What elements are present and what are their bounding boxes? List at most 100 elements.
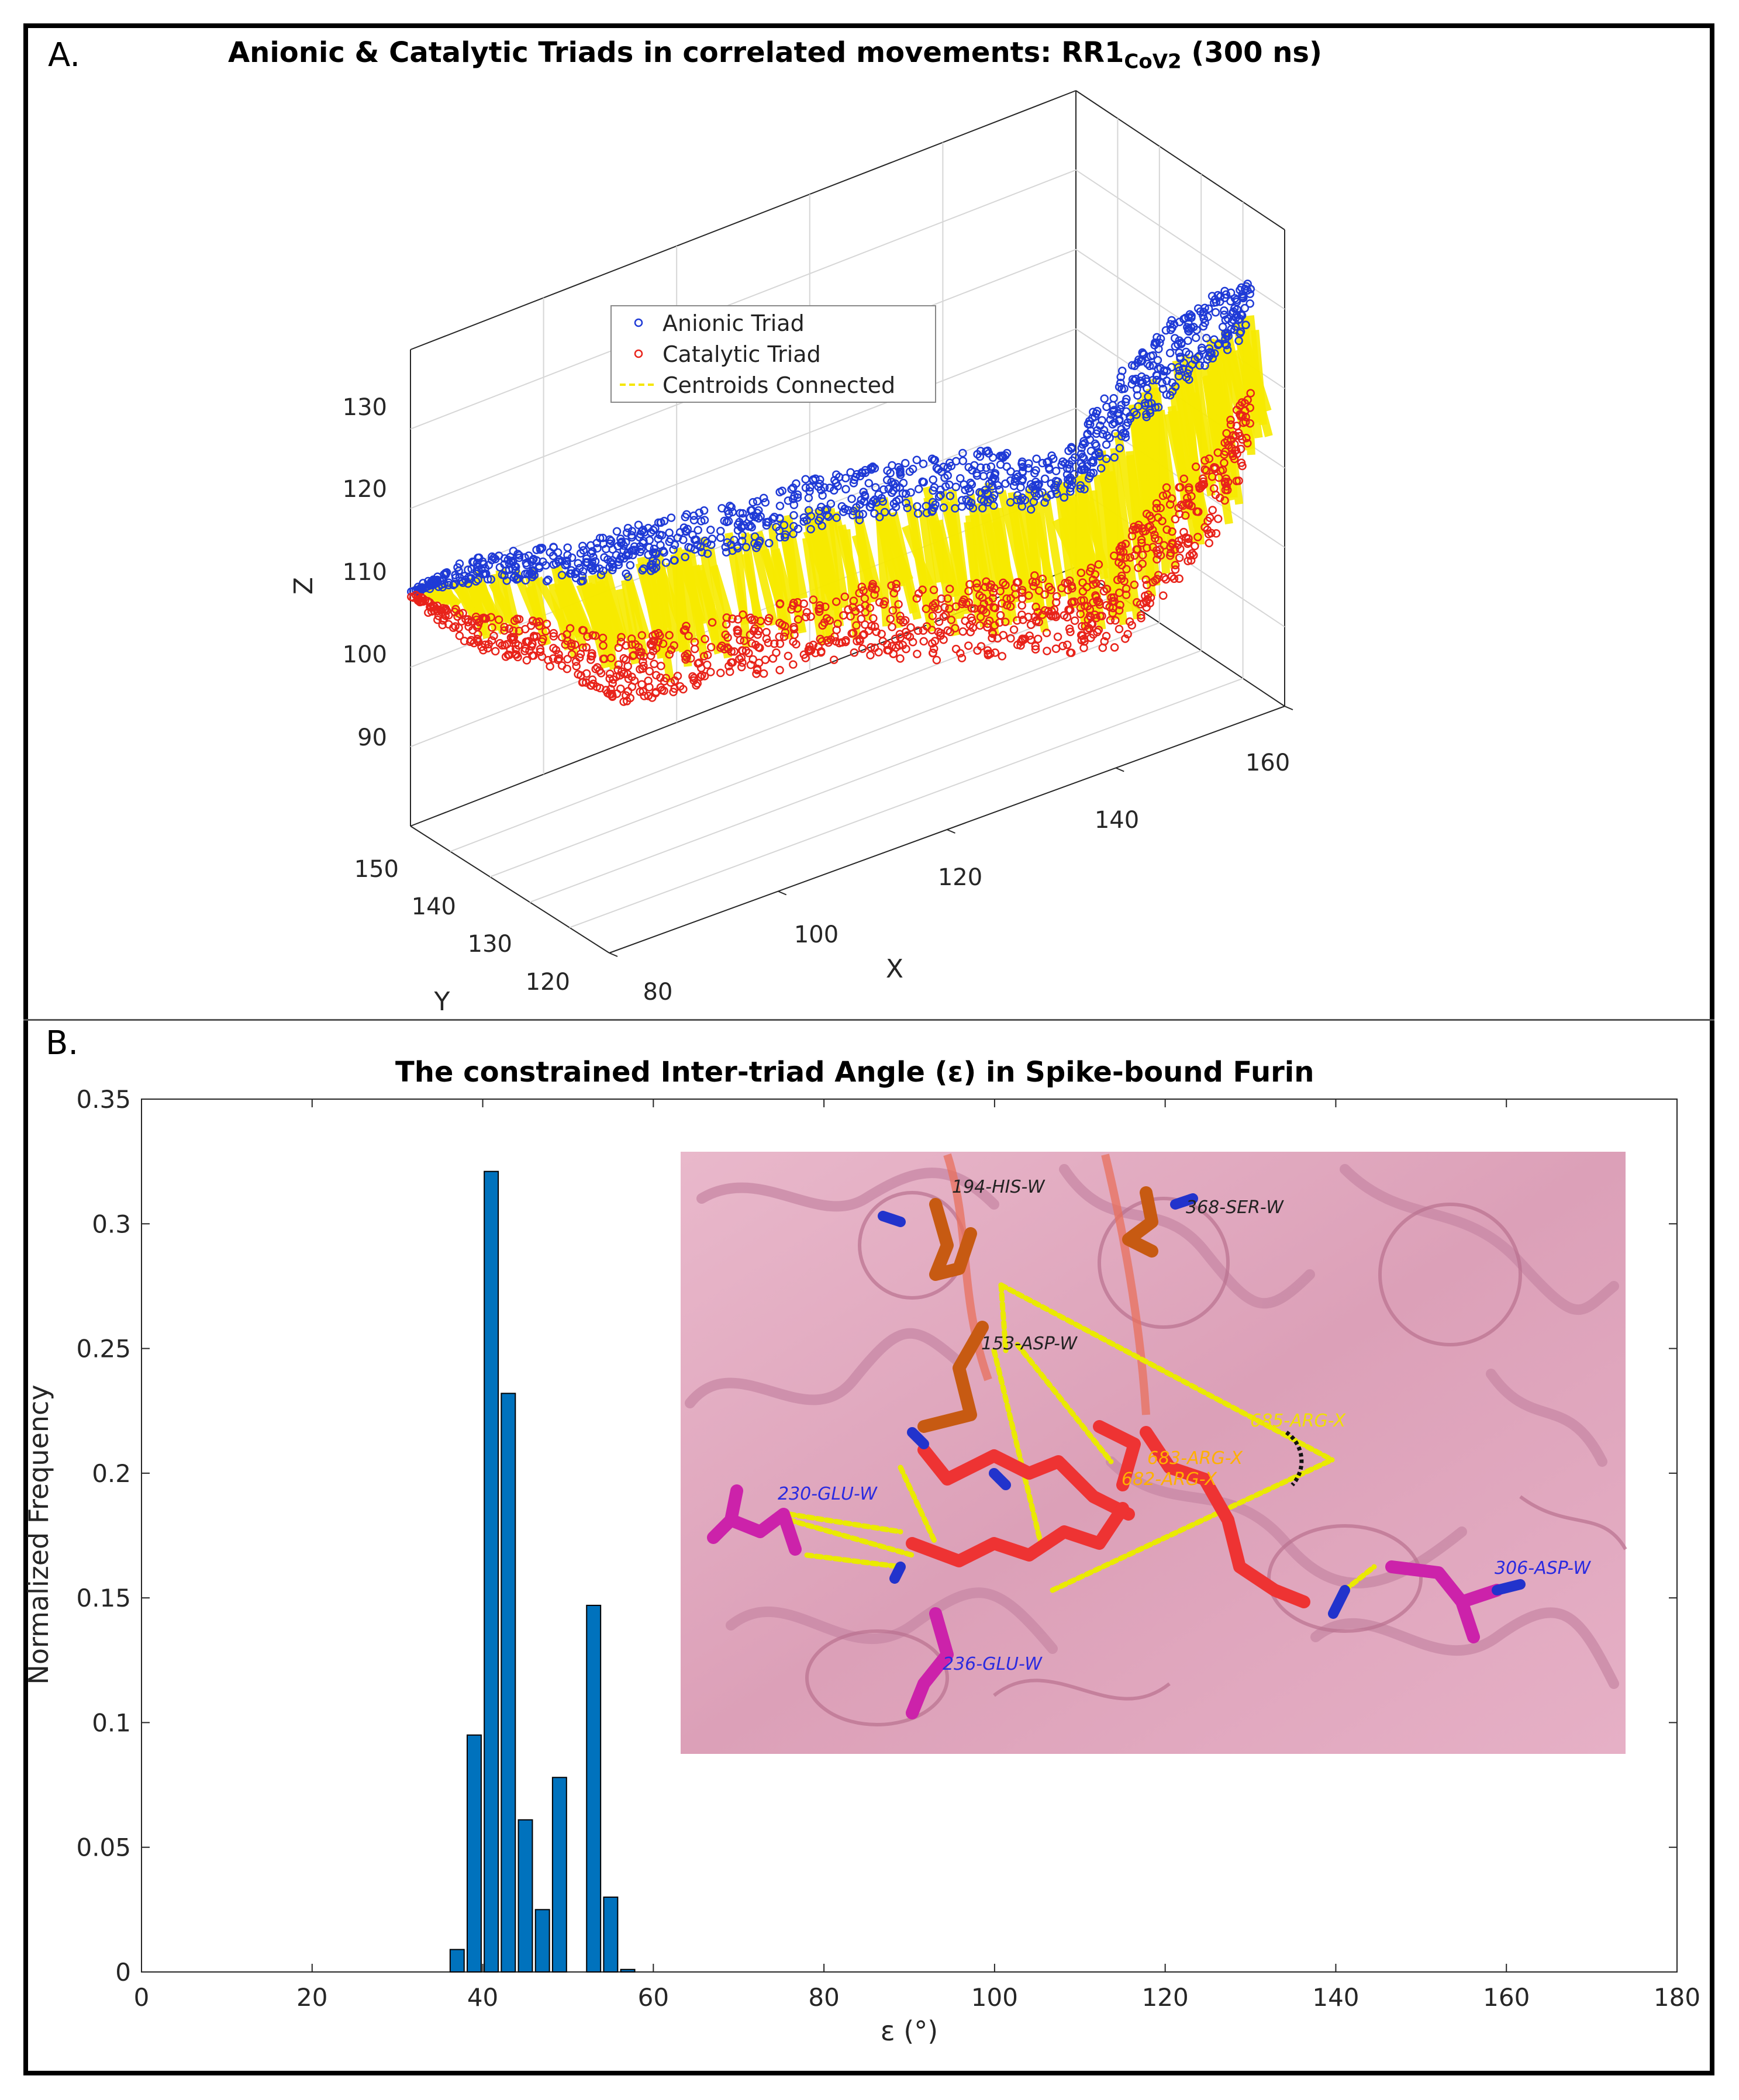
x-tick-label-b: 60 [638,1983,669,2012]
catalytic-point [1047,612,1056,620]
catalytic-point [1123,630,1132,638]
anionic-point [654,534,663,543]
catalytic-point [606,654,616,662]
anionic-point [660,548,668,557]
anionic-point [784,496,793,505]
anionic-point [982,463,991,472]
catalytic-point [964,598,973,607]
catalytic-point [1076,568,1086,578]
catalytic-point [958,597,967,606]
catalytic-point [866,651,875,659]
anionic-point [1184,365,1193,374]
catalytic-point [1137,538,1146,547]
catalytic-point [1063,640,1072,650]
anionic-point [1213,291,1223,300]
anionic-point [588,558,596,567]
catalytic-point [1159,591,1168,600]
anionic-point [886,469,895,478]
catalytic-point [670,684,679,693]
catalytic-point [658,639,668,648]
catalytic-point [605,674,614,683]
catalytic-point [1117,561,1126,569]
anionic-point [617,552,626,561]
catalytic-point [1094,560,1103,569]
anionic-point [975,452,985,461]
catalytic-point [1171,565,1180,574]
catalytic-point [989,603,998,612]
catalytic-point [1065,624,1074,633]
catalytic-point [407,592,416,602]
anionic-point [1069,469,1079,479]
anionic-point [1184,313,1193,322]
centroid-line [1106,471,1126,552]
catalytic-point [875,598,884,607]
anionic-point [832,513,841,522]
catalytic-point [1162,483,1171,492]
catalytic-point [840,592,850,602]
catalytic-point [1192,462,1200,471]
panel-b-letter: B. [46,1024,79,1062]
anionic-point [1143,360,1152,368]
anionic-point [1184,336,1192,346]
centroid-line [495,569,514,624]
anionic-point [1202,333,1211,343]
catalytic-point [1184,538,1193,547]
centroid-line [709,564,734,621]
catalytic-point [946,627,955,637]
x-tick-mark [947,829,955,834]
catalytic-point [491,647,500,656]
catalytic-point [1141,575,1150,584]
anionic-point [887,478,896,486]
catalytic-point [626,693,635,703]
anionic-point [1167,362,1176,372]
anionic-point [578,572,587,581]
anionic-point [1096,464,1106,473]
catalytic-point [874,648,883,657]
catalytic-point [764,614,774,623]
anionic-point [707,540,716,550]
histogram-bars [449,1170,636,1973]
anionic-point [723,538,732,547]
catalytic-point [889,589,899,597]
catalytic-point [922,605,931,613]
anionic-point [1040,474,1050,483]
catalytic-point [747,616,757,624]
catalytic-point [894,600,903,609]
catalytic-point [1184,534,1193,543]
catalytic-point [872,627,881,637]
panel-a-title-subscript: CoV2 [1124,50,1182,74]
x-tick-label: 120 [938,864,982,891]
anionic-point [1051,486,1060,495]
anionic-point [581,558,591,567]
catalytic-point [1013,616,1022,625]
centroid-line [965,514,984,624]
catalytic-point [929,585,938,595]
catalytic-point [515,614,524,624]
anionic-point [1195,351,1204,361]
catalytic-point [722,620,731,629]
anionic-point [988,453,998,462]
anionic-point [809,475,818,484]
anionic-point [549,543,558,551]
y-tick-label-b: 0.25 [76,1335,131,1363]
anionic-point [847,495,856,503]
catalytic-point [572,662,581,671]
centroid-line [679,557,696,644]
anionic-point [1093,406,1102,416]
anionic-point [1092,429,1101,438]
catalytic-point [930,637,940,645]
anionic-point [1120,384,1129,393]
z-axis-label: Z [289,577,319,595]
anionic-point [818,491,827,500]
catalytic-point [1002,601,1012,610]
anionic-point [588,547,597,556]
catalytic-point [1209,484,1219,493]
anionic-point [689,511,698,520]
catalytic-point [1184,500,1193,510]
anionic-point [962,495,971,504]
catalytic-point [1001,617,1010,627]
grid-line [410,169,1076,430]
catalytic-point [537,652,547,661]
histogram-bar [603,1897,619,1973]
centroid-line [602,569,628,639]
